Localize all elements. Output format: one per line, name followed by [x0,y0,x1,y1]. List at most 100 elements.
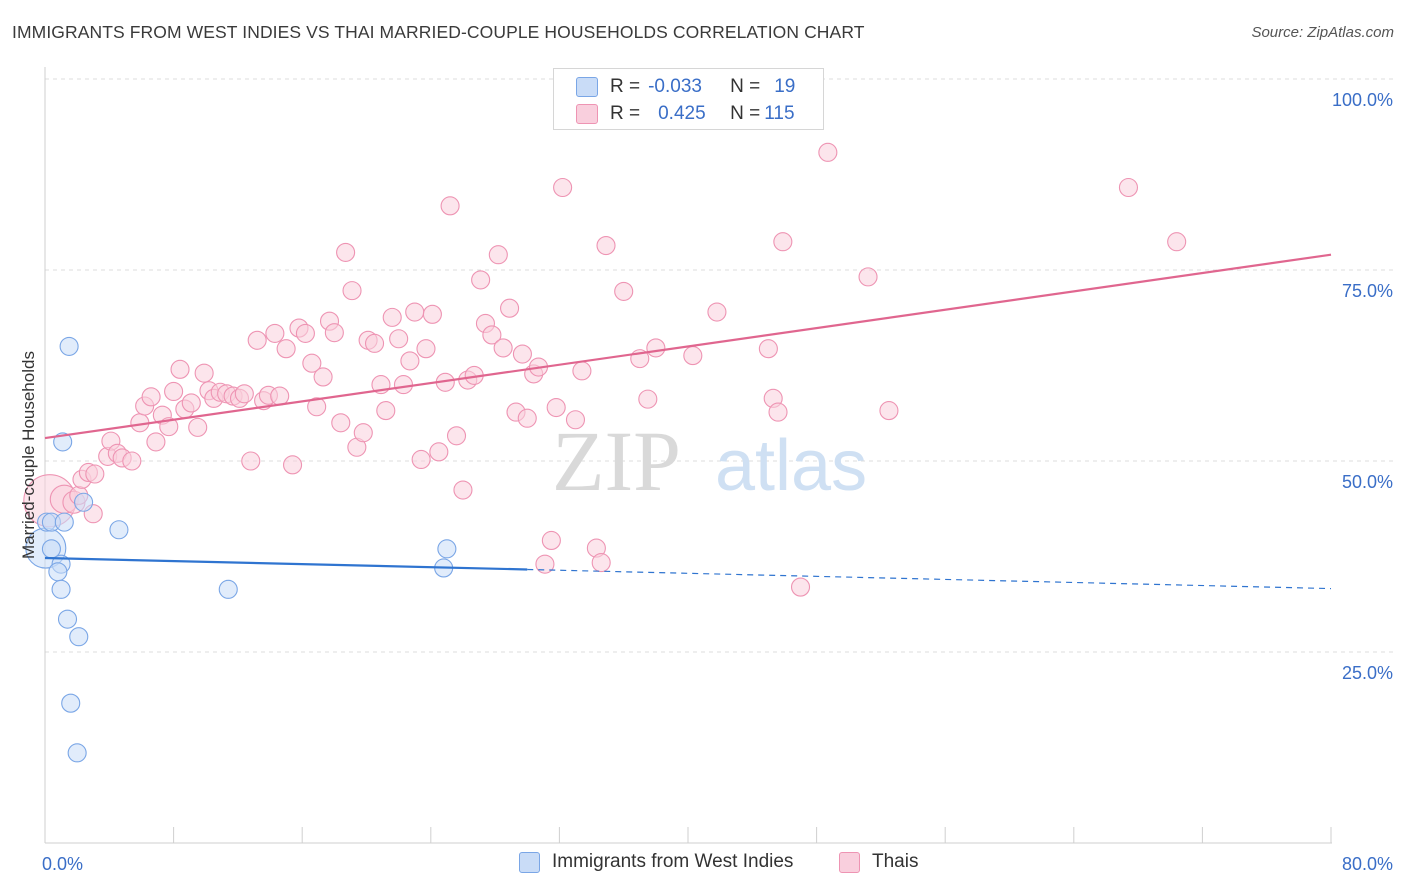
thais-point [364,333,385,353]
thais-point [382,307,402,327]
thais-point [336,242,356,262]
thais-point [342,281,362,301]
thais-point [446,426,467,446]
thais-point [422,304,442,324]
legend-item-west-indies[interactable]: Immigrants from West Indies [519,851,793,873]
thais-point [247,330,267,350]
thais-point [146,432,166,452]
y-axis-label: Married-couple Households [19,351,38,559]
thais-point [405,302,425,322]
watermark-atlas: atlas [715,426,867,506]
thais-point [646,338,666,358]
thais-point [393,375,414,395]
west-indies-point [59,336,79,356]
thais-point [241,451,261,471]
axes [44,67,1332,844]
thais-point [353,423,373,443]
thais-point [429,442,449,462]
thais-point [638,389,658,409]
thais-point [313,367,333,387]
y-tick-label: 50.0% [1342,472,1393,492]
thais-point [488,245,508,265]
thais-point [818,142,838,162]
thais-point [500,298,520,318]
thais-point [512,344,532,364]
thais-point [265,323,285,343]
thais-point [683,346,703,366]
west-indies-point [51,579,71,599]
thais-point [482,325,502,345]
y-tick-labels: 25.0% 50.0% 75.0% 100.0% [1332,90,1393,683]
west-indies-point [109,520,129,540]
west-indies-points [25,336,457,763]
thais-point [234,384,254,404]
r-value: 0.425 [658,103,706,124]
thais-point [1167,232,1187,252]
west-indies-point [67,743,87,763]
thais-legend-swatch [839,851,860,873]
thais-point [471,270,491,290]
thais-point [194,363,214,383]
thais-point [122,451,142,471]
thais-point [400,351,420,371]
n-label: N = [730,76,761,97]
stats-row-thais: R = 0.425 N = 115 [576,100,795,128]
thais-point [453,480,473,500]
west-indies-point [54,512,74,532]
thais-point [270,386,290,406]
thais-point [565,410,586,430]
y-tick-label: 100.0% [1332,90,1393,110]
thais-point [324,323,344,343]
thais-point [411,449,431,470]
west-indies-point [57,609,78,629]
source-label: Source: ZipAtlas.com [1251,24,1394,41]
thais-legend-label: Thais [872,851,919,872]
r-label: R = [610,103,641,124]
thais-point [440,196,460,216]
thais-point [858,267,878,287]
west-indies-trendline-extension [527,568,1332,590]
n-value: 115 [764,103,795,124]
west-indies-trendline [44,556,528,571]
thais-swatch [576,104,598,124]
west-indies-swatch [576,77,598,97]
thais-point [295,323,315,343]
thais-point [553,177,573,198]
r-label: R = [610,76,641,97]
legend-item-thais[interactable]: Thais [839,851,918,873]
thais-point [535,554,555,574]
watermark: ZIP atlas [552,413,867,509]
thais-point [790,577,811,597]
thais-point [307,397,327,417]
thais-point [164,381,184,402]
trendlines [44,253,1332,590]
gridlines [45,78,1393,653]
west-indies-point [69,627,89,647]
thais-point [181,393,201,413]
west-indies-legend-swatch [519,851,540,873]
x-tick-label: 80.0% [1342,854,1393,874]
r-value: -0.033 [648,76,702,97]
y-tick-label: 75.0% [1342,281,1393,301]
thais-point [546,397,566,418]
stats-row-west-indies: R = -0.033 N = 19 [576,73,795,101]
thais-point [707,302,727,322]
thais-point [302,353,322,373]
thais-point [773,232,793,252]
west-indies-point [74,492,94,512]
x-tick-label: 0.0% [42,854,83,874]
thais-point [170,359,190,379]
thais-point [276,339,296,359]
thais-point [331,413,351,433]
west-indies-point [53,432,73,452]
thais-point [85,464,105,484]
thais-point [493,338,513,358]
x-tick-labels: 0.0% 80.0% [42,854,1393,874]
thais-point [541,530,561,551]
n-label: N = [730,103,761,124]
stats-legend: R = -0.033 N = 19 R = 0.425 N = 115 [553,68,824,130]
west-indies-point [48,562,68,582]
thais-point [879,401,899,421]
west-indies-point [437,539,457,559]
